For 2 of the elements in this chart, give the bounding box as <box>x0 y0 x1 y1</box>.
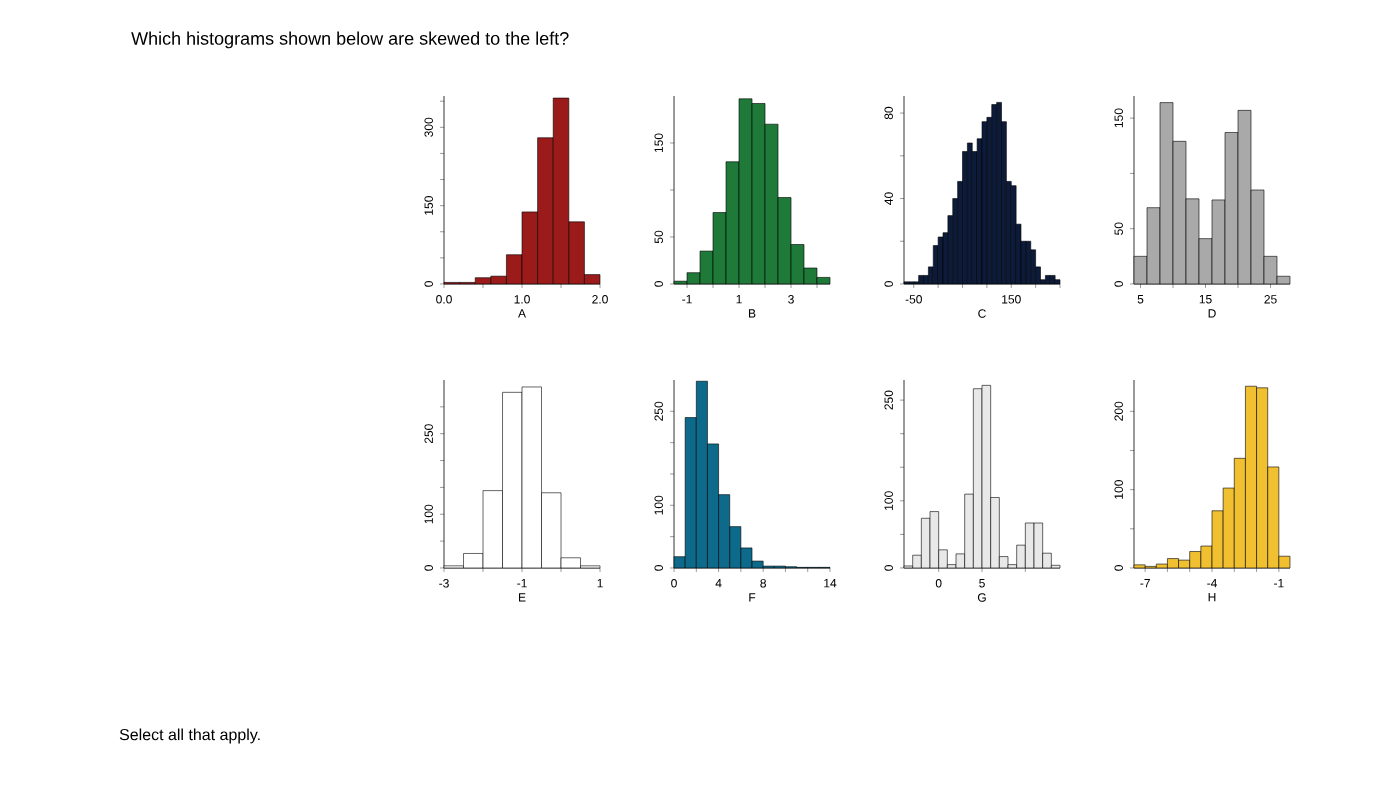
text: Select all that apply. <box>119 728 260 744</box>
chart-title: Which histograms shown below are skewed to the left? <box>131 31 569 49</box>
